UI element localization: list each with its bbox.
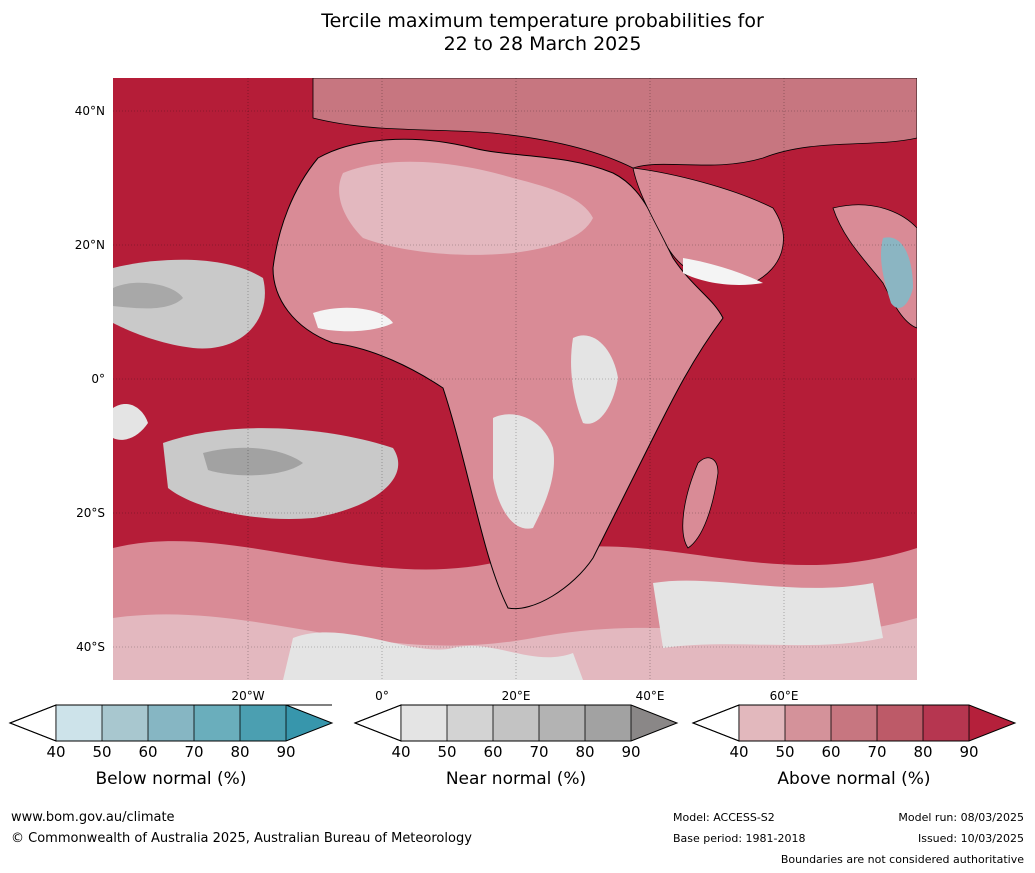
swatch-above-40 [739,705,785,741]
lon-label-0: 0° [375,689,389,703]
swatch-near-70 [539,705,585,741]
colorbar-near-tick-80: 80 [575,743,595,761]
madagascar [682,457,719,549]
colorbar-near-tick-50: 50 [437,743,457,761]
graticule [113,78,917,680]
swatch-above-50 [785,705,831,741]
sahara-pale [339,161,593,255]
colorbar-above-tick-60: 60 [821,743,841,761]
south-indian-near-normal [653,580,883,648]
swatch-below-60 [148,705,194,741]
map-canvas [113,78,917,680]
southern-africa-near-normal [493,414,554,529]
colorbar-above-tick-70: 70 [867,743,887,761]
colorbar-above-normal [691,704,1017,742]
swatch-above-80 [923,705,969,741]
colorbar-near-tick-40: 40 [391,743,411,761]
disclaimer-text: Boundaries are not considered authoritat… [780,853,1024,866]
colorbar-near-tick-60: 60 [483,743,503,761]
swatch-above-70 [877,705,923,741]
swatch-below-40 [56,705,102,741]
colorbar-above-label: Above normal (%) [777,769,931,789]
colorbar-near-normal [353,704,679,742]
website-link[interactable]: www.bom.gov.au/climate [11,810,175,825]
title-line-1: Tercile maximum temperature probabilitie… [321,10,764,32]
colorbar-above-normal-swatches [691,704,1017,742]
west-atlantic-pale [113,403,148,440]
chart-title: Tercile maximum temperature probabilitie… [0,10,1035,56]
southern-ocean-near-normal [283,632,583,680]
lat-label-0: 0° [91,372,105,386]
colorbar-above-tick-40: 40 [729,743,749,761]
north-atlantic-near-normal-dark [113,282,183,309]
forecast-map [113,78,917,680]
colorbar-below-normal [8,704,334,742]
colorbar-near-tick-70: 70 [529,743,549,761]
swatch-near-90 [631,705,677,741]
colorbar-above-tick-50: 50 [775,743,795,761]
lon-label-40e: 40°E [635,689,665,703]
swatch-near-80 [585,705,631,741]
lon-label-20w: 20°W [231,689,265,703]
east-africa-near-normal [571,335,618,424]
title-line-2: 22 to 28 March 2025 [443,33,642,55]
lat-label-40s: 40°S [76,640,105,654]
colorbar-near-tick-90: 90 [621,743,641,761]
africa-landmass [272,138,724,610]
north-atlantic-near-normal [113,259,265,349]
swatch-near-50 [447,705,493,741]
swatch-near-40 [401,705,447,741]
swatch-below-90 [286,705,332,741]
swatch-above-90 [969,705,1015,741]
india-below-normal [880,237,913,308]
colorbar-below-tick-60: 60 [138,743,158,761]
colorbar-near-normal-swatches [353,704,679,742]
colorbar-below-tick-90: 90 [276,743,296,761]
arabia-near-normal [683,258,763,285]
model-run-text: Model run: 08/03/2025 [898,811,1024,824]
lat-label-20s: 20°S [76,506,105,520]
issued-text: Issued: 10/03/2025 [917,832,1024,845]
swatch-below-70 [194,705,240,741]
colorbar-below-tick-40: 40 [46,743,66,761]
lon-label-20e: 20°E [501,689,531,703]
copyright-text: © Commonwealth of Australia 2025, Austra… [11,831,472,846]
colorbar-below-tick-70: 70 [184,743,204,761]
base-period-text: Base period: 1981-2018 [673,832,806,845]
swatch-below-80 [240,705,286,741]
colorbar-below-tick-80: 80 [230,743,250,761]
gulf-of-guinea-pale [313,307,393,332]
colorbar-below-tick-50: 50 [92,743,112,761]
model-text: Model: ACCESS-S2 [673,811,775,824]
colorbar-below-normal-swatches [8,704,334,742]
lat-label-20n: 20°N [74,238,105,252]
lat-label-40n: 40°N [74,104,105,118]
colorbar-near-label: Near normal (%) [445,769,587,789]
swatch-below-50 [102,705,148,741]
colorbar-below-label: Below normal (%) [95,769,247,789]
colorbar-above-tick-80: 80 [913,743,933,761]
swatch-above-60 [831,705,877,741]
south-atlantic-near-normal-dark [203,447,303,476]
lon-label-60e: 60°E [769,689,799,703]
colorbar-above-tick-90: 90 [959,743,979,761]
swatch-near-60 [493,705,539,741]
